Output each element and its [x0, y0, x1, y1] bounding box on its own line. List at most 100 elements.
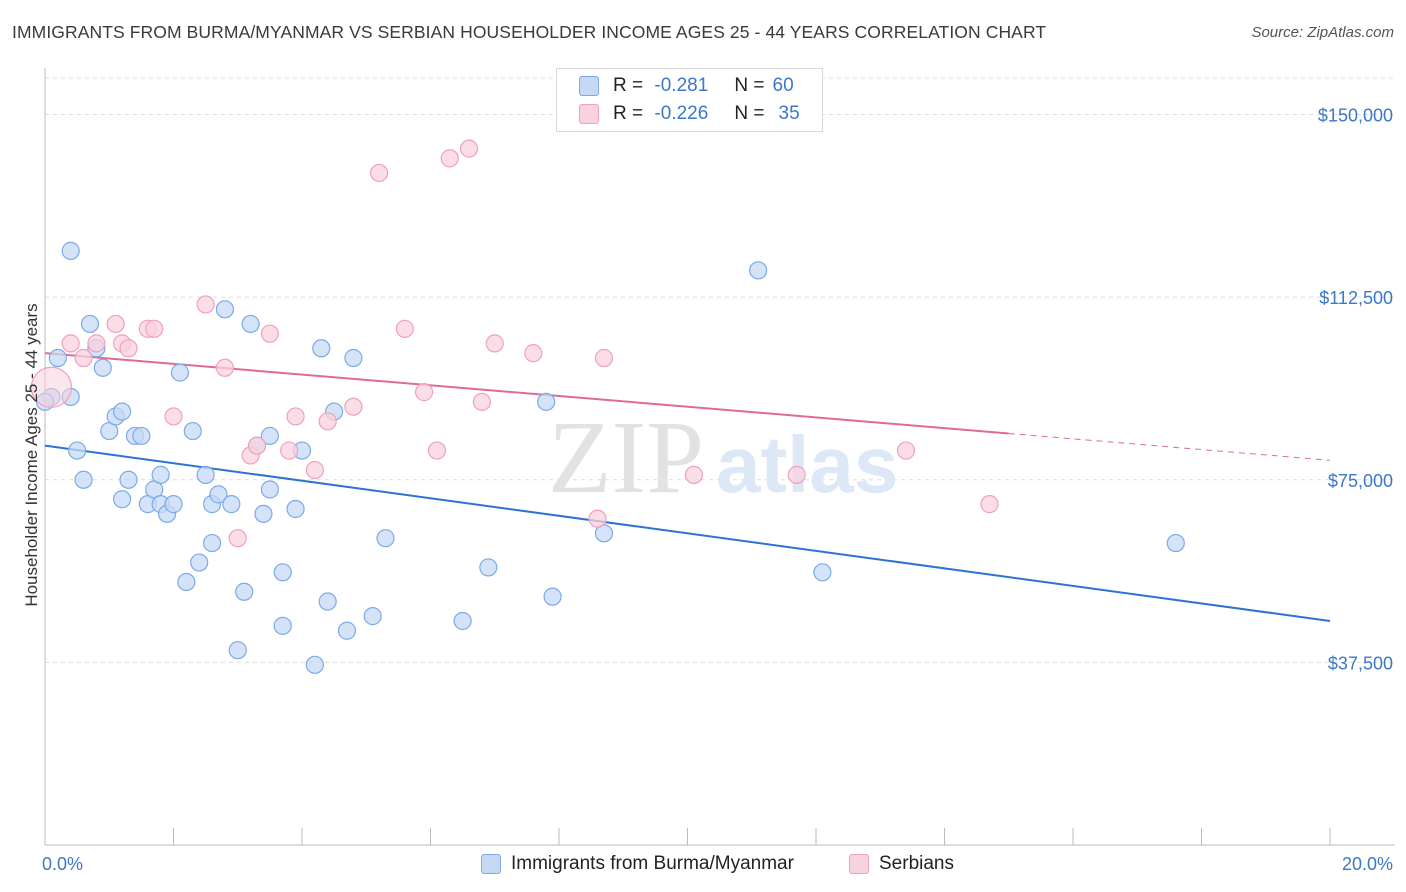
chart-title: IMMIGRANTS FROM BURMA/MYANMAR VS SERBIAN…	[12, 22, 1047, 42]
data-point	[145, 319, 164, 338]
data-point	[318, 592, 337, 611]
legend-n-label: N =	[734, 103, 765, 124]
data-point	[684, 465, 704, 484]
data-point	[170, 363, 190, 382]
y-tick-labels: $37,500 $75,000 $112,500 $150,000	[1318, 106, 1393, 674]
trend-lines	[44, 352, 1331, 622]
legend-r-value: -0.226	[654, 103, 709, 124]
series-label-serbians: Serbians	[879, 853, 954, 874]
series-legend-serbians: Serbians	[849, 850, 954, 878]
data-point	[453, 611, 472, 631]
trend-line-dashed-1	[1008, 433, 1331, 461]
data-point	[896, 441, 916, 460]
series-swatch-burma	[481, 854, 501, 874]
data-point	[183, 421, 202, 441]
data-point	[93, 358, 112, 377]
data-point	[80, 314, 100, 334]
data-point	[196, 295, 215, 314]
data-point	[427, 441, 447, 460]
data-point	[376, 529, 395, 548]
series-legend-burma: Immigrants from Burma/Myanmar	[481, 850, 794, 878]
data-point	[196, 465, 215, 484]
data-point	[312, 339, 331, 358]
data-point	[215, 358, 234, 377]
data-point	[247, 436, 267, 455]
series-swatch-serbians	[849, 854, 869, 874]
data-point	[286, 499, 305, 519]
data-point	[305, 655, 324, 674]
data-point	[787, 465, 806, 484]
y-tick-label: $150,000	[1318, 106, 1393, 126]
data-point	[112, 490, 132, 509]
correlation-legend: R = -0.281 N = 60 R = -0.226 N = 35	[556, 68, 823, 132]
data-point	[260, 324, 279, 343]
data-point	[479, 558, 498, 577]
data-point	[749, 261, 768, 280]
data-points	[30, 139, 1185, 674]
data-point	[241, 314, 260, 334]
data-point	[980, 495, 999, 514]
trend-line-1	[44, 352, 1009, 435]
trend-line-0	[44, 444, 1331, 622]
data-point	[344, 348, 363, 368]
data-point	[459, 139, 479, 158]
data-point	[318, 412, 337, 431]
data-point	[209, 485, 228, 504]
y-tick-label: $112,500	[1319, 288, 1393, 308]
data-point	[414, 383, 434, 402]
x-tick-left: 0.0%	[42, 854, 83, 874]
data-point	[337, 621, 357, 640]
data-point	[61, 241, 80, 260]
data-point	[594, 348, 614, 368]
data-point	[164, 407, 183, 426]
data-point	[228, 529, 247, 548]
data-point	[112, 402, 132, 421]
legend-swatch-serbians	[579, 104, 599, 124]
y-axis-label: Householder Income Ages 25 - 44 years	[22, 303, 41, 606]
data-point	[395, 319, 414, 338]
data-point	[61, 334, 80, 353]
data-point	[813, 563, 832, 582]
legend-swatch-burma	[579, 76, 599, 96]
data-point	[1166, 533, 1185, 553]
data-point	[286, 407, 305, 426]
data-point	[177, 572, 196, 592]
data-point	[106, 314, 125, 334]
y-tick-label: $37,500	[1328, 653, 1393, 673]
legend-n-value: 60	[772, 75, 794, 96]
watermark-atlas: atlas	[716, 420, 898, 509]
data-point	[215, 300, 234, 319]
data-point	[74, 348, 93, 368]
series-label-burma: Immigrants from Burma/Myanmar	[511, 853, 794, 874]
data-point	[132, 426, 151, 446]
legend-r-value: -0.281	[654, 75, 709, 96]
data-point	[119, 339, 138, 358]
y-tick-label: $75,000	[1328, 471, 1393, 491]
data-point	[472, 392, 491, 411]
legend-n-value: 35	[778, 103, 800, 124]
watermark: ZIP atlas	[548, 400, 898, 515]
data-point	[588, 509, 607, 528]
data-point	[74, 470, 93, 489]
data-point	[260, 426, 279, 446]
data-point	[273, 563, 292, 582]
legend-row-burma: R = -0.281 N = 60	[579, 73, 794, 99]
data-point	[363, 607, 382, 626]
data-point	[119, 470, 138, 489]
data-point	[48, 348, 67, 368]
data-point	[305, 460, 324, 480]
legend-r-label: R =	[613, 75, 644, 96]
data-point	[344, 397, 363, 416]
data-point	[30, 366, 73, 408]
axes	[44, 68, 1395, 846]
data-point	[254, 504, 273, 523]
data-point	[543, 587, 562, 606]
data-point	[485, 334, 504, 353]
data-point	[202, 533, 222, 553]
data-point	[537, 392, 556, 411]
legend-row-serbians: R = -0.226 N = 35	[579, 101, 800, 127]
data-point	[524, 344, 543, 363]
data-point	[151, 465, 170, 484]
data-point	[190, 553, 209, 572]
data-point	[68, 441, 87, 460]
